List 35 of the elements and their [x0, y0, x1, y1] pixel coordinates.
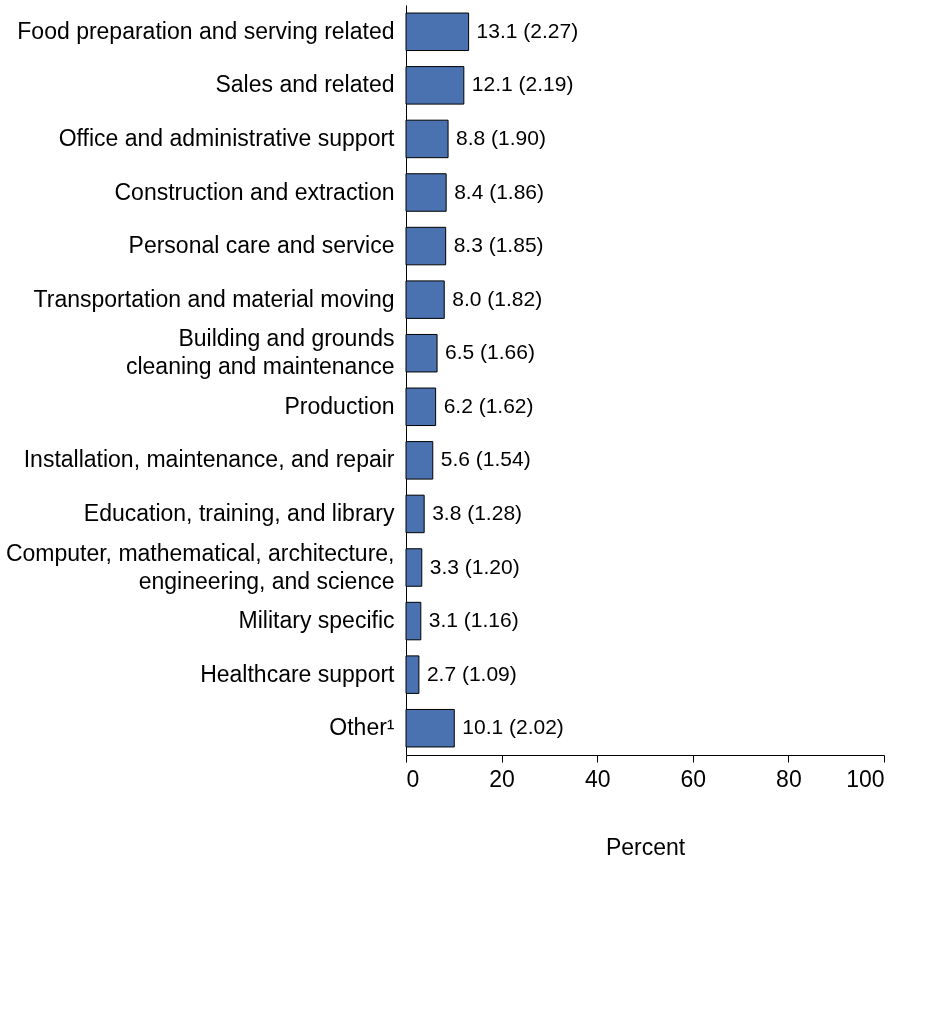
y-tick-label: Food preparation and serving related	[17, 17, 395, 44]
y-tick-label: Production	[284, 392, 395, 419]
y-tick-label: Education, training, and library	[83, 499, 395, 526]
data-label: 6.5 (1.66)	[445, 340, 535, 364]
y-tick-label: Transportation and material moving	[33, 285, 395, 312]
data-label: 3.8 (1.28)	[432, 500, 523, 524]
x-tick-label: 40	[584, 765, 611, 792]
data-label: 8.4 (1.86)	[454, 179, 545, 203]
data-label: 8.8 (1.90)	[456, 125, 546, 149]
y-tick-label: Healthcare support	[200, 660, 396, 687]
data-label: 6.2 (1.62)	[443, 393, 534, 417]
data-label: 5.6 (1.54)	[440, 447, 531, 471]
x-axis-title: Percent	[605, 833, 686, 860]
data-label: 2.7 (1.09)	[426, 661, 517, 685]
x-tick-label: 80	[776, 765, 802, 792]
data-label: 8.3 (1.85)	[453, 233, 544, 257]
y-tick-label: Military specific	[238, 607, 395, 634]
y-tick-label: Computer, mathematical, architecture, engineering, and science	[5, 539, 395, 594]
y-tick-label: Other¹	[329, 714, 395, 741]
y-tick-label: Installation, maintenance, and repair	[23, 446, 395, 473]
data-label: 3.3 (1.20)	[429, 554, 520, 578]
data-label: 12.1 (2.19)	[471, 72, 574, 96]
x-tick-label: 20	[489, 765, 515, 792]
data-label: 13.1 (2.27)	[476, 18, 579, 42]
y-tick-label: Sales and related	[215, 71, 395, 98]
y-tick-label: Building and grounds cleaning and maintenance	[125, 325, 395, 380]
y-tick-label: Construction and extraction	[114, 178, 395, 205]
data-label: 3.1 (1.16)	[428, 608, 519, 632]
data-label: 8.0 (1.82)	[452, 286, 543, 310]
y-tick-label: Personal care and service	[128, 232, 395, 259]
data-label: 10.1 (2.02)	[462, 715, 564, 739]
y-tick-label: Office and administrative support	[58, 124, 396, 151]
x-tick-label: 0	[406, 765, 420, 792]
x-tick-label: 100	[846, 765, 885, 792]
x-tick-label: 60	[680, 765, 707, 792]
